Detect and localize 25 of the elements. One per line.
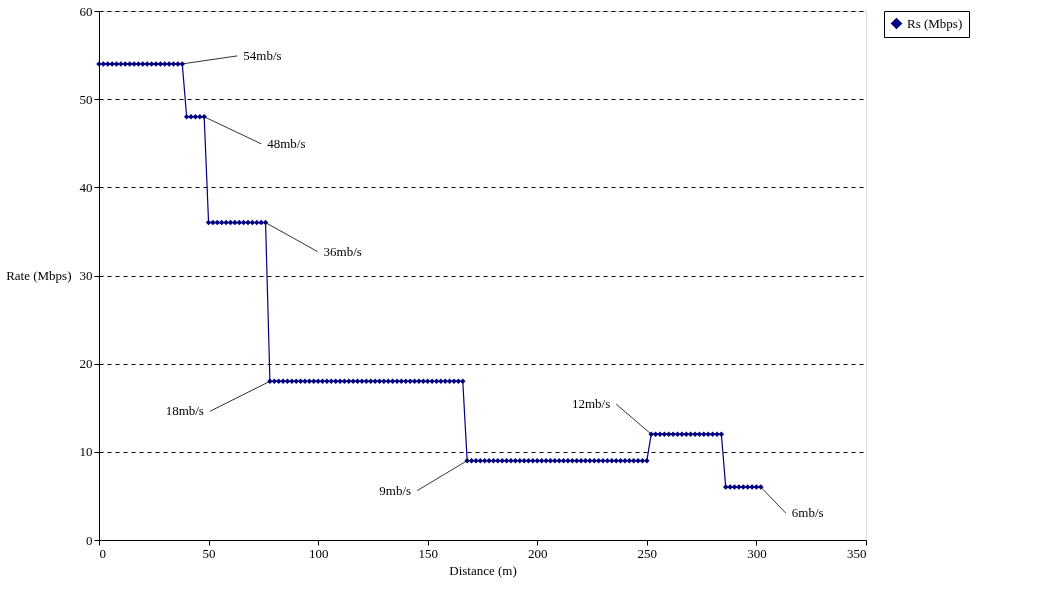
annotation: 54mb/s	[243, 47, 282, 63]
x-tick-label: 0	[99, 545, 106, 561]
y-tick-label: 50	[79, 91, 93, 107]
annotation: 36mb/s	[323, 243, 362, 259]
x-tick-label: 150	[418, 545, 438, 561]
y-tick-label: 10	[79, 444, 93, 460]
y-axis-title: Rate (Mbps)	[6, 268, 72, 283]
x-tick-label: 100	[308, 545, 329, 561]
y-tick-label: 40	[79, 179, 93, 195]
y-tick-label: 30	[79, 268, 93, 283]
annotation: 9mb/s	[379, 482, 412, 498]
x-tick-label: 50	[202, 545, 216, 561]
x-tick-label: 200	[528, 545, 548, 561]
annotation: 6mb/s	[791, 505, 824, 521]
x-tick-label: 300	[747, 545, 767, 561]
y-tick-label: 0	[86, 532, 93, 548]
legend-label: Rs (Mbps)	[907, 15, 963, 31]
x-axis-title: Distance (m)	[449, 562, 517, 578]
y-tick-label: 20	[79, 356, 93, 372]
x-tick-label: 350	[847, 545, 867, 561]
annotation: 18mb/s	[165, 403, 204, 419]
x-tick-label: 250	[637, 545, 658, 561]
annotation: 12mb/s	[571, 396, 611, 412]
annotation: 48mb/s	[267, 135, 306, 151]
y-tick-label: 60	[79, 3, 93, 19]
